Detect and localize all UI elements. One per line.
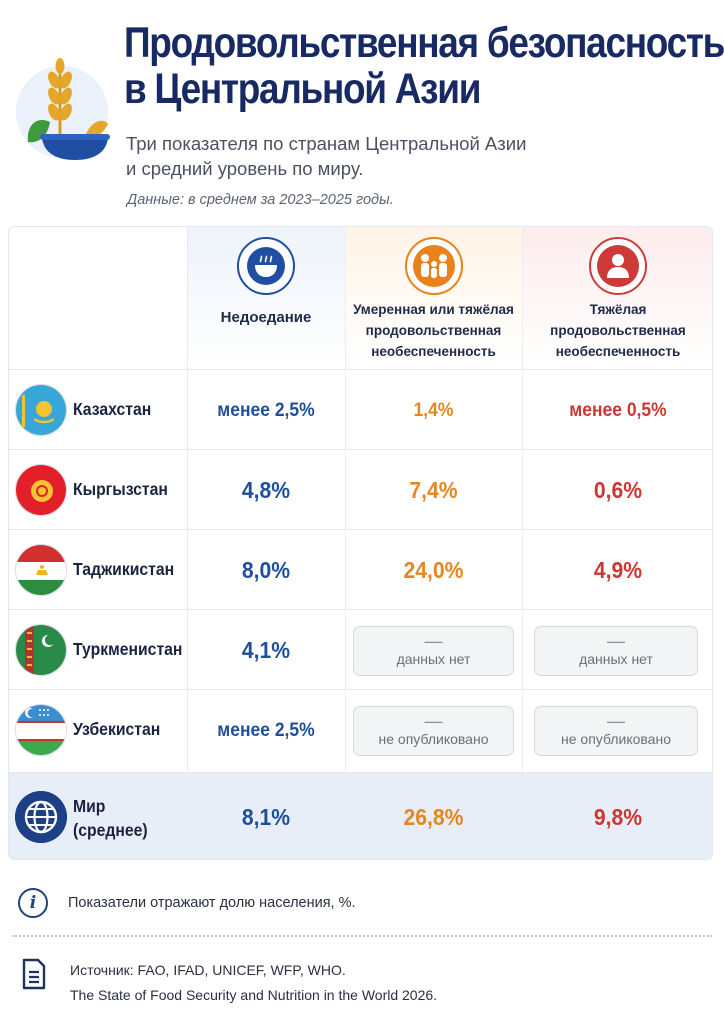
header: Продовольственная безопасность в Централ…: [0, 0, 724, 220]
column-header-moderate-severe: Умеренная или тяжёлая продовольственная …: [345, 227, 522, 369]
subtitle: Три показателя по странам Центральной Аз…: [126, 131, 596, 181]
undernourishment-value: 4,1%: [241, 637, 291, 663]
column-header-label: Недоедание: [220, 309, 312, 326]
undernourishment-value: 8,0%: [241, 557, 291, 583]
document-icon: [22, 958, 46, 990]
kyrgyzstan-flag: [15, 464, 67, 516]
country-name: Казахстан: [73, 399, 152, 419]
column-header-undernourishment: Недоедание: [187, 227, 345, 369]
info-note: i Показатели отражают долю населения, %.: [18, 886, 708, 922]
country-name: Туркменистан: [73, 639, 183, 659]
not-published-badge: — не опубликовано: [353, 706, 514, 756]
table-row: Казахстан менее 2,5% 1,4% менее 0,5%: [9, 369, 712, 449]
family-icon: [404, 237, 463, 295]
moderate-severe-value: 24,0%: [403, 557, 464, 583]
page-title: Продовольственная безопасность в Централ…: [124, 19, 724, 113]
column-header-label: Тяжёлая продовольственная необеспеченнос…: [550, 302, 686, 359]
undernourishment-value: 4,8%: [241, 477, 291, 503]
undernourishment-value: менее 2,5%: [217, 720, 315, 741]
tajikistan-flag: [15, 544, 67, 596]
not-published-badge: — не опубликовано: [534, 706, 698, 756]
severe-value: 9,8%: [593, 804, 643, 830]
severe-value: 0,6%: [593, 477, 643, 503]
info-text: Показатели отражают долю населения, %.: [68, 895, 356, 911]
moderate-severe-value: 7,4%: [409, 477, 458, 503]
undernourishment-value: менее 2,5%: [217, 400, 315, 421]
period-note: Данные: в среднем за 2023–2025 годы.: [127, 192, 394, 208]
moderate-severe-value: 1,4%: [413, 400, 454, 421]
person-icon: [589, 237, 647, 295]
undernourishment-value: 8,1%: [241, 804, 291, 830]
no-data-badge: — данных нет: [353, 626, 514, 676]
title-line-2: в Центральной Азии: [124, 65, 481, 113]
moderate-severe-value: 26,8%: [403, 804, 464, 830]
turkmenistan-flag: [15, 624, 67, 676]
wheat-bowl-icon: [12, 50, 112, 162]
data-table: Недоедание Умеренная или тяжёлая продово…: [8, 226, 713, 860]
subtitle-line-2: и средний уровень по миру.: [126, 158, 364, 179]
country-name: Таджикистан: [73, 559, 175, 579]
title-line-1: Продовольственная безопасность: [124, 19, 724, 67]
bowl-icon: [237, 237, 295, 295]
source-line-2: The State of Food Security and Nutrition…: [70, 987, 438, 1003]
column-header-severe: Тяжёлая продовольственная необеспеченнос…: [522, 227, 712, 369]
country-name: Узбекистан: [73, 719, 161, 739]
table-row: Туркменистан 4,1% — данных нет — данных …: [9, 609, 712, 689]
info-icon: i: [18, 888, 48, 918]
uzbekistan-flag: [15, 704, 67, 756]
table-row: Кыргызстан 4,8% 7,4% 0,6%: [9, 449, 712, 529]
source-line-1: Источник: FAO, IFAD, UNICEF, WFP, WHO.: [70, 962, 346, 978]
globe-icon: [15, 791, 67, 843]
severe-value: менее 0,5%: [569, 400, 667, 421]
no-data-badge: — данных нет: [534, 626, 698, 676]
world-label: Мир (среднее): [73, 796, 148, 840]
subtitle-line-1: Три показателя по странам Центральной Аз…: [126, 133, 527, 154]
severe-value: 4,9%: [593, 557, 643, 583]
country-name: Кыргызстан: [73, 479, 168, 499]
divider: [12, 935, 712, 937]
table-row: Узбекистан менее 2,5% — не опубликовано …: [9, 689, 712, 769]
world-average-row: Мир (среднее) 8,1% 26,8% 9,8%: [9, 772, 712, 859]
table-row: Таджикистан 8,0% 24,0% 4,9%: [9, 529, 712, 609]
source-note: Источник: FAO, IFAD, UNICEF, WFP, WHO. T…: [18, 956, 708, 1016]
column-header-label: Умеренная или тяжёлая продовольственная …: [353, 302, 514, 359]
kazakhstan-flag: [15, 384, 67, 436]
